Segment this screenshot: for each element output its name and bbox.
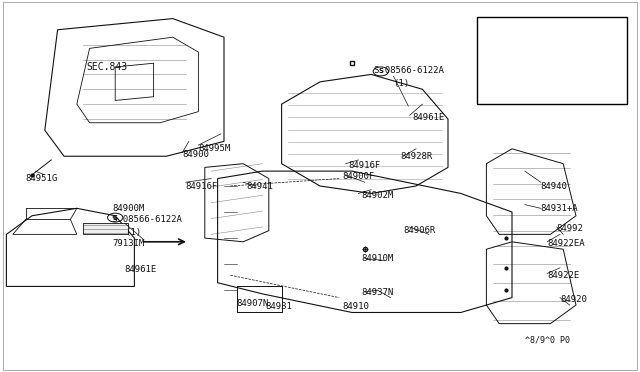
Text: (1): (1) <box>125 228 141 237</box>
Text: (1): (1) <box>394 79 410 88</box>
Text: S 08566-6122A: S 08566-6122A <box>112 215 182 224</box>
Text: ^8/9^0 P0: ^8/9^0 P0 <box>525 336 570 345</box>
Text: 84900: 84900 <box>182 150 209 159</box>
Polygon shape <box>83 223 128 234</box>
Text: 84992: 84992 <box>557 224 584 233</box>
Text: 84961E: 84961E <box>413 113 445 122</box>
Text: 84910M: 84910M <box>362 254 394 263</box>
Text: 84906R: 84906R <box>403 226 435 235</box>
Text: 84951G: 84951G <box>26 174 58 183</box>
Text: 84902M: 84902M <box>362 191 394 200</box>
Text: 7913IM: 7913IM <box>112 239 144 248</box>
Text: 84900F: 84900F <box>342 172 374 181</box>
Text: 84907N: 84907N <box>237 299 269 308</box>
Text: 84910: 84910 <box>342 302 369 311</box>
Text: 84970M: 84970M <box>560 49 592 58</box>
Text: SEC.843: SEC.843 <box>86 62 127 72</box>
Text: 84922EA: 84922EA <box>547 239 585 248</box>
Text: 84900M: 84900M <box>112 204 144 213</box>
Text: 84940: 84940 <box>541 182 568 190</box>
Text: S: S <box>113 215 118 221</box>
Text: 84995M: 84995M <box>198 144 230 153</box>
Text: 84916FA: 84916FA <box>560 70 598 79</box>
Text: F/CD AUTO CHANGER: F/CD AUTO CHANGER <box>515 90 600 99</box>
Text: S: S <box>378 68 383 74</box>
Text: 84931+A: 84931+A <box>541 204 579 213</box>
Text: 84928R: 84928R <box>400 152 432 161</box>
Text: 84922E: 84922E <box>547 271 579 280</box>
Bar <box>477 17 627 104</box>
Text: 84916F: 84916F <box>186 182 218 190</box>
Text: 84931: 84931 <box>266 302 292 311</box>
Text: 84916F: 84916F <box>349 161 381 170</box>
Text: S 08566-6122A: S 08566-6122A <box>374 66 444 75</box>
Text: 84920: 84920 <box>560 295 587 304</box>
Text: 84937N: 84937N <box>362 288 394 296</box>
Text: 84941: 84941 <box>246 182 273 190</box>
Text: 84961E: 84961E <box>125 265 157 274</box>
